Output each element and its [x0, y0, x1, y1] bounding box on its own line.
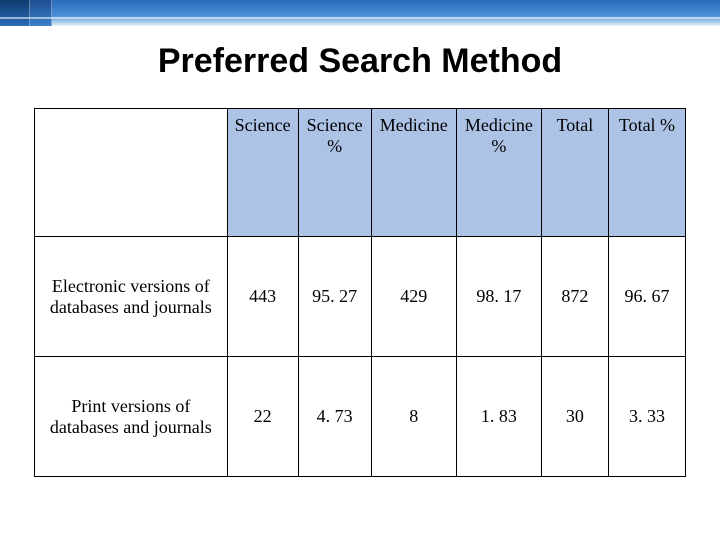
cell-science: 443: [227, 237, 298, 357]
banner-stripe: [0, 17, 720, 19]
cell-medicine: 8: [371, 357, 456, 477]
page-title: Preferred Search Method: [0, 42, 720, 81]
cell-medicine-pct: 1. 83: [456, 357, 541, 477]
data-table-container: Science Science % Medicine Medicine % To…: [34, 108, 686, 477]
header-banner: [0, 0, 720, 26]
cell-total: 872: [541, 237, 608, 357]
cell-total: 30: [541, 357, 608, 477]
cell-medicine: 429: [371, 237, 456, 357]
banner-segment: [0, 0, 30, 26]
cell-science: 22: [227, 357, 298, 477]
table-header-row: Science Science % Medicine Medicine % To…: [35, 109, 686, 237]
cell-total-pct: 96. 67: [608, 237, 685, 357]
cell-total-pct: 3. 33: [608, 357, 685, 477]
column-header-science-pct: Science %: [298, 109, 371, 237]
banner-segment: [52, 0, 720, 26]
cell-science-pct: 4. 73: [298, 357, 371, 477]
row-label: Electronic versions of databases and jou…: [35, 237, 228, 357]
cell-science-pct: 95. 27: [298, 237, 371, 357]
column-header-total-pct: Total %: [608, 109, 685, 237]
banner-segment: [30, 0, 52, 26]
table-row: Electronic versions of databases and jou…: [35, 237, 686, 357]
column-header-total: Total: [541, 109, 608, 237]
column-header-blank: [35, 109, 228, 237]
column-header-medicine-pct: Medicine %: [456, 109, 541, 237]
cell-medicine-pct: 98. 17: [456, 237, 541, 357]
data-table: Science Science % Medicine Medicine % To…: [34, 108, 686, 477]
column-header-medicine: Medicine: [371, 109, 456, 237]
row-label: Print versions of databases and journals: [35, 357, 228, 477]
table-row: Print versions of databases and journals…: [35, 357, 686, 477]
column-header-science: Science: [227, 109, 298, 237]
